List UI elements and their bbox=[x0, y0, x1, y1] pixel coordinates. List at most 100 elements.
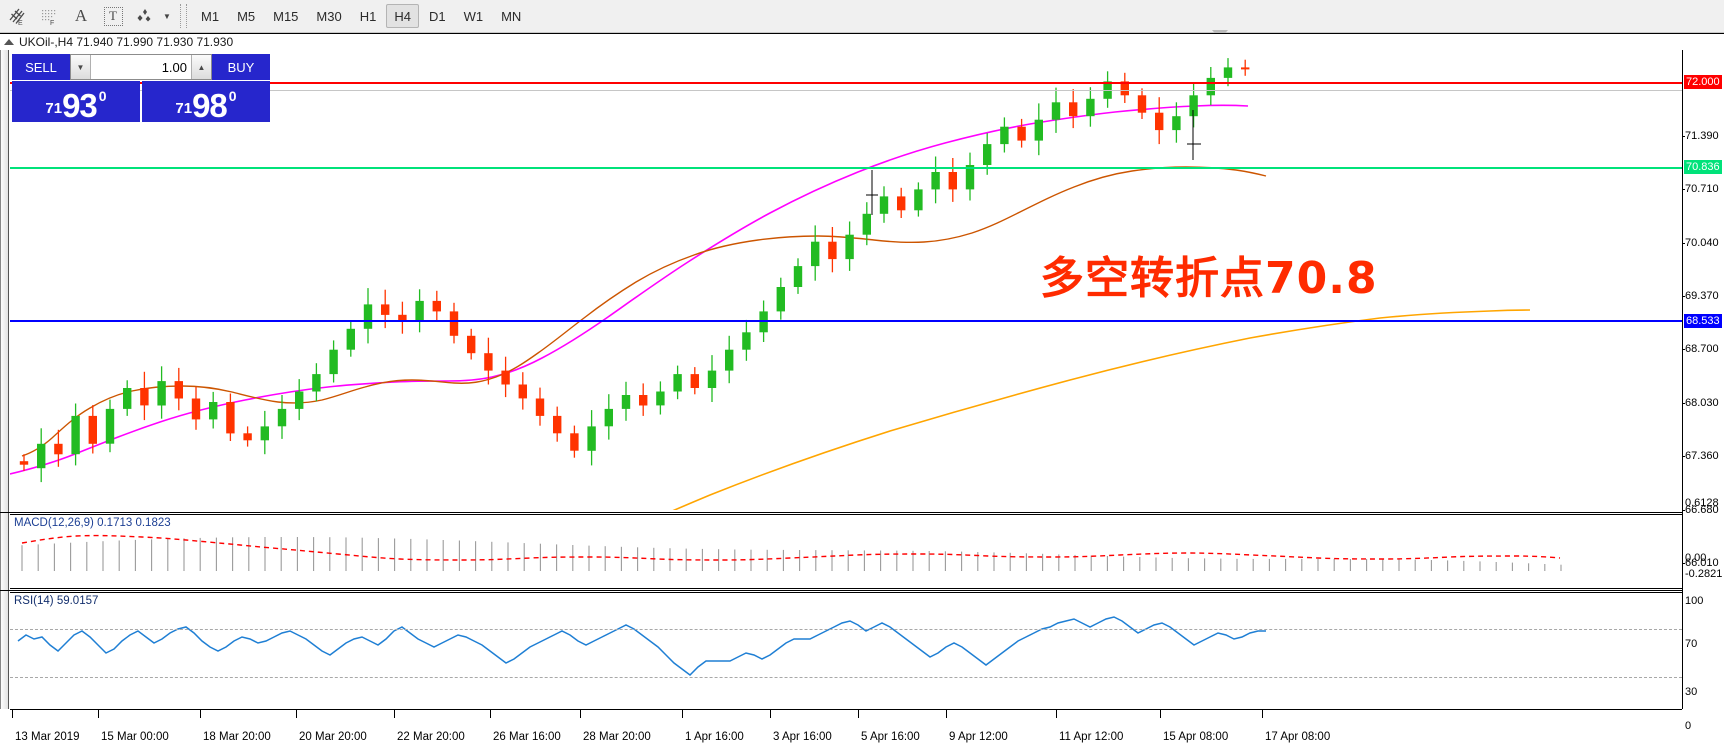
shapes-icon[interactable] bbox=[130, 2, 160, 30]
buy-price-quote[interactable]: 71 98 0 bbox=[142, 81, 270, 122]
volume-input[interactable]: 1.00 bbox=[161, 59, 187, 75]
time-tick bbox=[490, 710, 491, 718]
volume-increase-icon[interactable]: ▲ bbox=[191, 55, 211, 79]
rsi-chart-svg bbox=[17, 616, 1266, 676]
collapse-triangle-icon[interactable] bbox=[4, 39, 14, 45]
sell-price-fraction: 0 bbox=[98, 88, 107, 104]
price-pane bbox=[10, 50, 1682, 510]
sell-price-quote[interactable]: 71 93 0 bbox=[12, 81, 140, 122]
grid-f-glyph: F bbox=[42, 10, 56, 26]
time-tick bbox=[1160, 710, 1161, 718]
timeframe-h1[interactable]: H1 bbox=[359, 8, 377, 24]
time-label-12: 15 Apr 08:00 bbox=[1163, 731, 1229, 743]
timeframe-m5[interactable]: M5 bbox=[237, 8, 256, 24]
time-tick bbox=[98, 710, 99, 718]
svg-text:E: E bbox=[18, 20, 23, 26]
rsi-tick-0: 0 bbox=[1685, 720, 1692, 732]
grid-f-icon[interactable]: F bbox=[34, 2, 64, 30]
buy-button[interactable]: BUY bbox=[212, 54, 270, 80]
pane-divider-macd bbox=[0, 512, 1724, 513]
price-tick-66680: 66.680 bbox=[1682, 504, 1719, 516]
symbol-info-bar: UKOil-,H4 71.940 71.990 71.930 71.930 bbox=[0, 34, 1724, 50]
time-tick bbox=[1262, 710, 1263, 718]
sell-price-prefix: 71 bbox=[45, 100, 63, 117]
time-tick bbox=[12, 710, 13, 718]
macd-label: MACD(12,26,9) 0.1713 0.1823 bbox=[14, 517, 171, 529]
shapes-glyph bbox=[137, 9, 151, 22]
timeframe-d1[interactable]: D1 bbox=[428, 8, 446, 24]
price-tick-69370: 69.370 bbox=[1682, 290, 1719, 302]
price-scale[interactable]: 71.390 70.710 70.040 69.370 68.700 68.03… bbox=[1682, 50, 1724, 732]
price-tick-67360: 67.360 bbox=[1682, 450, 1719, 462]
text-label-t-icon[interactable]: T bbox=[98, 2, 128, 30]
last-price-line bbox=[10, 90, 1682, 91]
time-label-5: 26 Mar 16:00 bbox=[493, 731, 561, 743]
rsi-label: RSI(14) 59.0157 bbox=[14, 595, 99, 607]
one-click-trade-panel: SELL ▼ 1.00 ▲ BUY 71 93 0 71 98 0 bbox=[12, 54, 270, 122]
macd-signal-line bbox=[21, 534, 1561, 561]
time-label-8: 3 Apr 16:00 bbox=[773, 731, 832, 743]
timeframe-m1[interactable]: M1 bbox=[201, 8, 220, 24]
rsi-tick-30: 30 bbox=[1685, 686, 1698, 698]
time-label-3: 20 Mar 20:00 bbox=[299, 731, 367, 743]
time-tick bbox=[1056, 710, 1057, 718]
price-tag-support: 68.533 bbox=[1684, 314, 1722, 328]
ma-slow-line bbox=[672, 309, 1531, 510]
timeframe-m15[interactable]: M15 bbox=[273, 8, 299, 24]
crosshair-e-glyph: E bbox=[9, 8, 25, 26]
crosshair-e-icon[interactable]: E bbox=[2, 2, 32, 30]
rsi-tick-100: 100 bbox=[1685, 595, 1704, 607]
buy-price-fraction: 0 bbox=[228, 88, 237, 104]
trade-panel-top-row: SELL ▼ 1.00 ▲ BUY bbox=[12, 54, 270, 80]
time-label-6: 28 Mar 20:00 bbox=[583, 731, 651, 743]
time-label-0: 13 Mar 2019 bbox=[15, 731, 80, 743]
price-chart-svg bbox=[10, 58, 1531, 510]
price-tick-66010: 66.010 bbox=[1682, 557, 1719, 569]
pane-divider-rsi bbox=[0, 590, 1724, 591]
time-label-13: 17 Apr 08:00 bbox=[1265, 731, 1331, 743]
crosshair-marker bbox=[866, 170, 878, 215]
price-tick-70710: 70.710 bbox=[1682, 183, 1719, 195]
time-label-7: 1 Apr 16:00 bbox=[685, 731, 744, 743]
macd-chart-svg bbox=[21, 534, 1562, 571]
shapes-dropdown-caret-icon[interactable]: ▼ bbox=[163, 11, 171, 21]
rsi-line bbox=[17, 616, 1266, 676]
timeframe-mn[interactable]: MN bbox=[501, 8, 522, 24]
rsi-level-30-line bbox=[10, 677, 1682, 678]
time-tick bbox=[946, 710, 947, 718]
pivot-line-70836 bbox=[10, 167, 1682, 169]
time-tick bbox=[296, 710, 297, 718]
svg-text:F: F bbox=[50, 20, 54, 26]
time-tick bbox=[770, 710, 771, 718]
resistance-line-72000 bbox=[10, 82, 1682, 84]
time-label-2: 18 Mar 20:00 bbox=[203, 731, 271, 743]
time-tick bbox=[394, 710, 395, 718]
macd-tick-zero: 0.00 bbox=[1685, 552, 1707, 564]
chart-annotation-text: 多空转折点70.8 bbox=[1040, 253, 1378, 304]
macd-tick-max: 0.6128 bbox=[1685, 497, 1719, 509]
candlestick-series bbox=[19, 58, 1250, 483]
chart-window: UKOil-,H4 71.940 71.990 71.930 71.930 bbox=[0, 33, 1724, 755]
time-label-11: 11 Apr 12:00 bbox=[1059, 731, 1124, 743]
rsi-tick-70: 70 bbox=[1685, 638, 1698, 650]
timeframe-w1[interactable]: W1 bbox=[463, 8, 484, 24]
time-tick bbox=[858, 710, 859, 718]
rsi-pane: RSI(14) 59.0157 bbox=[10, 592, 1682, 709]
buy-price-prefix: 71 bbox=[175, 100, 193, 117]
text-a-icon[interactable]: A bbox=[74, 6, 88, 25]
macd-tick-min: -0.2821 bbox=[1685, 568, 1723, 580]
timeframe-h4[interactable]: H4 bbox=[386, 4, 419, 28]
volume-decrease-icon[interactable]: ▼ bbox=[71, 55, 91, 79]
time-tick bbox=[682, 710, 683, 718]
macd-pane: MACD(12,26,9) 0.1713 0.1823 bbox=[10, 514, 1682, 589]
time-label-10: 9 Apr 12:00 bbox=[949, 731, 1008, 743]
time-axis[interactable]: 13 Mar 2019 15 Mar 00:00 18 Mar 20:00 20… bbox=[10, 709, 1682, 755]
timeframe-m30[interactable]: M30 bbox=[316, 8, 342, 24]
sell-button[interactable]: SELL bbox=[12, 54, 70, 80]
support-line-68533 bbox=[10, 320, 1682, 322]
volume-stepper[interactable]: ▼ 1.00 ▲ bbox=[70, 54, 212, 80]
rsi-level-70-line bbox=[10, 629, 1682, 630]
price-tick-68700: 68.700 bbox=[1682, 343, 1719, 355]
time-label-4: 22 Mar 20:00 bbox=[397, 731, 465, 743]
main-toolbar: E F A T bbox=[0, 0, 1724, 33]
